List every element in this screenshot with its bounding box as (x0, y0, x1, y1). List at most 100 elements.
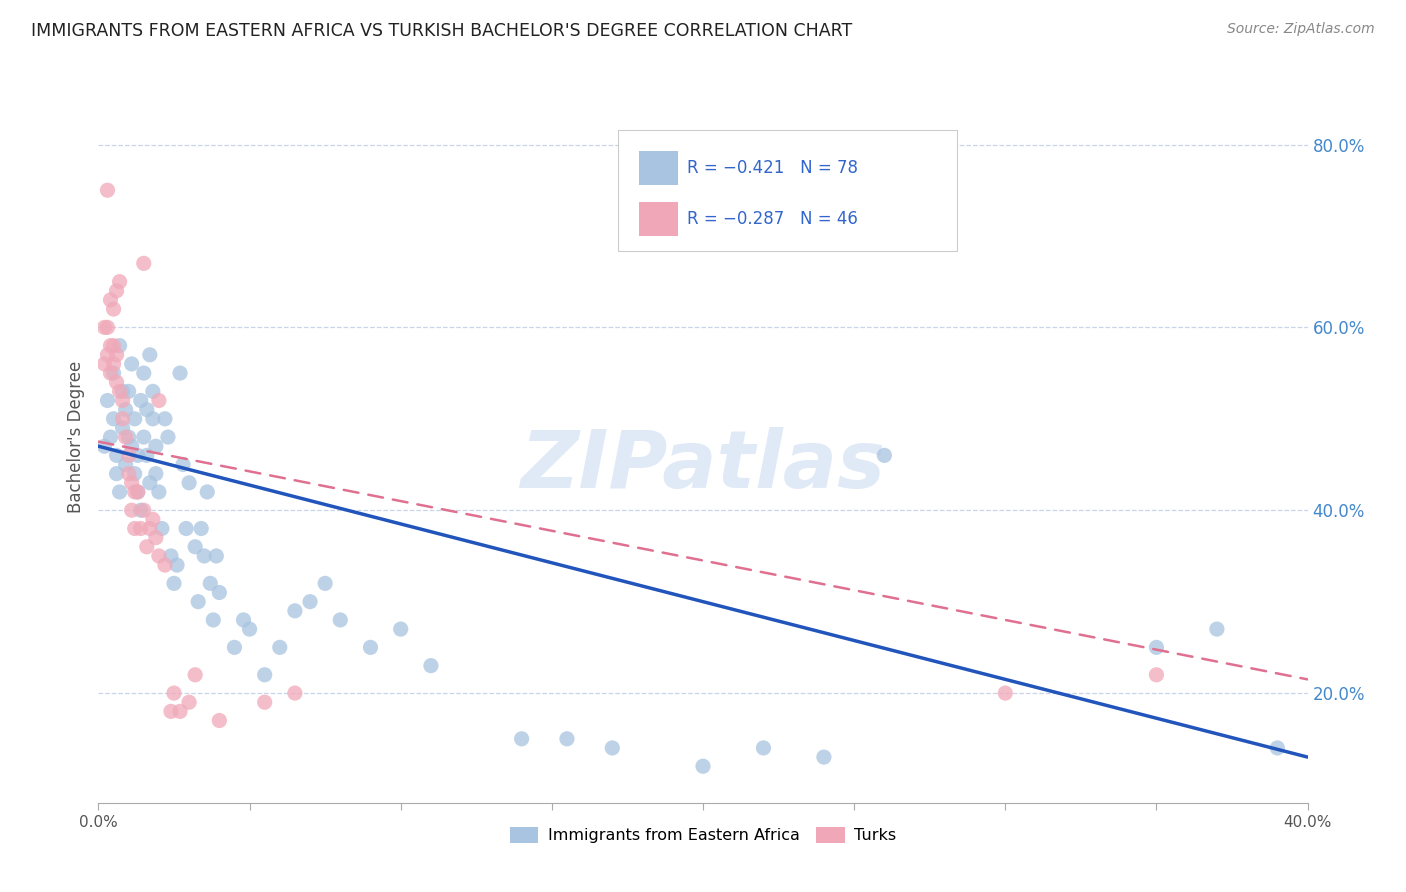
Point (190, 521, 212, 535)
Point (124, 412, 146, 426)
Bar (638, 202, 678, 235)
Text: R = −0.287   N = 46: R = −0.287 N = 46 (688, 210, 858, 227)
Point (253, 667, 276, 681)
Point (232, 613, 254, 627)
Point (111, 412, 134, 426)
Point (692, 759, 714, 773)
Point (114, 430, 136, 444)
Point (156, 430, 179, 444)
Point (124, 467, 146, 481)
Point (205, 549, 228, 563)
Point (269, 640, 291, 655)
Point (153, 558, 176, 573)
Point (510, 731, 533, 746)
Point (148, 393, 170, 408)
Point (174, 521, 197, 535)
Point (103, 302, 125, 317)
Point (420, 658, 443, 673)
Point (934, 229, 956, 244)
Point (139, 475, 162, 490)
Point (135, 402, 157, 417)
Text: Source: ZipAtlas.com: Source: ZipAtlas.com (1227, 22, 1375, 37)
Point (195, 485, 218, 500)
Point (105, 448, 128, 462)
Point (1144, 667, 1167, 681)
Bar (638, 151, 678, 185)
Point (299, 594, 322, 608)
Point (114, 458, 136, 472)
Point (153, 412, 176, 426)
Point (105, 348, 128, 362)
Point (111, 384, 134, 399)
Point (389, 622, 412, 636)
Point (105, 467, 128, 481)
Point (139, 348, 162, 362)
Point (163, 686, 186, 700)
Point (121, 503, 143, 517)
Point (108, 485, 131, 500)
Point (148, 485, 170, 500)
Point (284, 686, 307, 700)
Point (108, 339, 131, 353)
Point (132, 366, 155, 380)
Point (118, 430, 141, 444)
Point (127, 485, 149, 500)
Point (169, 705, 191, 719)
Point (169, 366, 191, 380)
Point (127, 448, 149, 462)
Point (93, 439, 115, 453)
Point (96, 393, 118, 408)
Point (329, 613, 352, 627)
Point (148, 549, 170, 563)
Point (172, 458, 194, 472)
Point (184, 667, 207, 681)
Point (163, 576, 186, 591)
Point (118, 467, 141, 481)
Point (105, 375, 128, 389)
Point (132, 256, 155, 270)
Point (129, 393, 152, 408)
Point (132, 430, 155, 444)
Point (129, 503, 152, 517)
Point (121, 475, 143, 490)
Point (253, 695, 276, 709)
Point (139, 521, 162, 535)
Point (142, 384, 165, 399)
Point (145, 531, 167, 545)
Point (103, 412, 125, 426)
Legend: Immigrants from Eastern Africa, Turks: Immigrants from Eastern Africa, Turks (503, 821, 903, 850)
Point (314, 576, 336, 591)
Point (118, 448, 141, 462)
Point (135, 448, 157, 462)
Point (111, 393, 134, 408)
Point (752, 740, 775, 755)
Point (108, 275, 131, 289)
Point (555, 731, 578, 746)
Point (184, 540, 207, 554)
Point (96, 320, 118, 334)
Point (160, 705, 183, 719)
Point (121, 439, 143, 453)
Point (111, 421, 134, 435)
FancyBboxPatch shape (619, 130, 957, 251)
Point (96, 183, 118, 197)
Text: ZIPatlas: ZIPatlas (520, 427, 886, 506)
Point (224, 640, 246, 655)
Point (145, 439, 167, 453)
Point (121, 357, 143, 371)
Point (208, 585, 231, 599)
Point (179, 475, 201, 490)
Point (179, 695, 201, 709)
Point (1144, 640, 1167, 655)
Point (135, 540, 157, 554)
Point (100, 339, 122, 353)
Point (160, 549, 183, 563)
Point (114, 402, 136, 417)
Point (93, 320, 115, 334)
Point (602, 740, 624, 755)
Point (142, 412, 165, 426)
Point (284, 604, 307, 618)
Point (100, 366, 122, 380)
Point (124, 485, 146, 500)
Point (100, 293, 122, 307)
